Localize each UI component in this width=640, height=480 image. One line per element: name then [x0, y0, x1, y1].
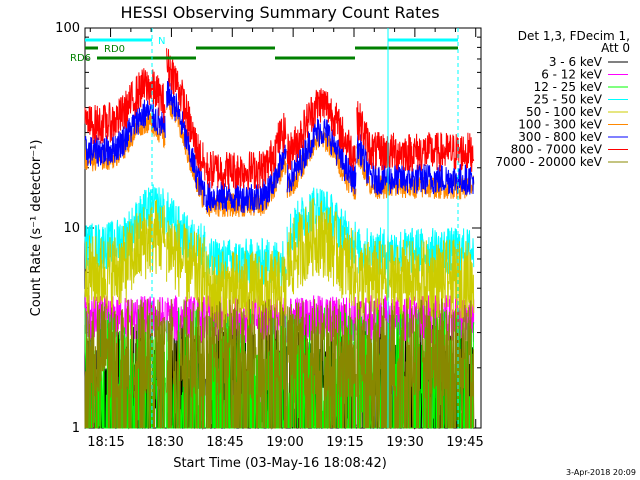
series-line-4-segment-4: [356, 239, 475, 321]
x-tick-label-1815: 18:15: [87, 435, 124, 450]
series-layer: [84, 48, 475, 430]
observing-flags: N RD0 RD6: [70, 28, 459, 428]
series-line-7-segment-4: [356, 101, 475, 172]
series-line-4-segment-1: [166, 219, 206, 313]
legend-label-3: 25 - 50 keV: [534, 93, 603, 107]
series-line-7-segment-1: [166, 48, 206, 181]
series-line-8-segment-3: [286, 298, 357, 429]
series-line-4-segment-3: [286, 197, 357, 307]
series-line-4-segment-0: [84, 199, 166, 314]
x-tick-label-1945: 19:45: [446, 435, 483, 450]
x-tick-label-1830: 18:30: [146, 435, 183, 450]
series-line-6-segment-1: [166, 78, 206, 206]
legend-label-0: 3 - 6 keV: [549, 55, 603, 69]
legend-label-8: 7000 - 20000 keV: [495, 155, 602, 169]
legend-header-line-1: Det 1,3, FDecim 1,: [518, 29, 630, 43]
legend-label-4: 50 - 100 keV: [526, 105, 603, 119]
legend-header-line-2: Att 0: [601, 41, 630, 55]
series-line-7-segment-3: [286, 88, 357, 171]
x-tick-label-1930: 19:30: [386, 435, 423, 450]
series-line-8-segment-4: [356, 298, 475, 429]
legend-label-7: 800 - 7000 keV: [511, 143, 603, 157]
series-line-6-segment-2: [205, 144, 287, 213]
y-axis-label: Count Rate (s⁻¹ detector⁻¹): [29, 140, 44, 317]
x-tick-label-1900: 19:00: [266, 435, 303, 450]
legend-label-2: 12 - 25 keV: [534, 80, 603, 94]
flag-rd0-label: RD0: [104, 44, 125, 55]
x-tick-label-1845: 18:45: [206, 435, 243, 450]
legend-label-5: 100 - 300 keV: [518, 118, 602, 132]
y-tick-label-100: 100: [55, 21, 80, 36]
series-line-6-segment-3: [286, 118, 357, 195]
chart-title: HESSI Observing Summary Count Rates: [120, 3, 439, 22]
series-line-7-segment-2: [205, 112, 287, 190]
flag-n-label: N: [158, 36, 165, 47]
legend-label-6: 300 - 800 keV: [518, 130, 602, 144]
y-tick-label-10: 10: [63, 221, 80, 236]
legend-label-1: 6 - 12 keV: [541, 68, 603, 82]
series-line-3-segment-3: [286, 187, 357, 264]
y-tick-label-1: 1: [72, 421, 80, 436]
x-tick-label-1915: 19:15: [326, 435, 363, 450]
series-line-8-segment-1: [166, 298, 206, 429]
footer-date: 3-Apr-2018 20:09: [566, 468, 636, 477]
flag-rd6-label: RD6: [70, 53, 91, 64]
series-line-8-segment-2: [205, 299, 287, 429]
x-axis-label: Start Time (03-May-16 18:08:42): [173, 456, 387, 471]
